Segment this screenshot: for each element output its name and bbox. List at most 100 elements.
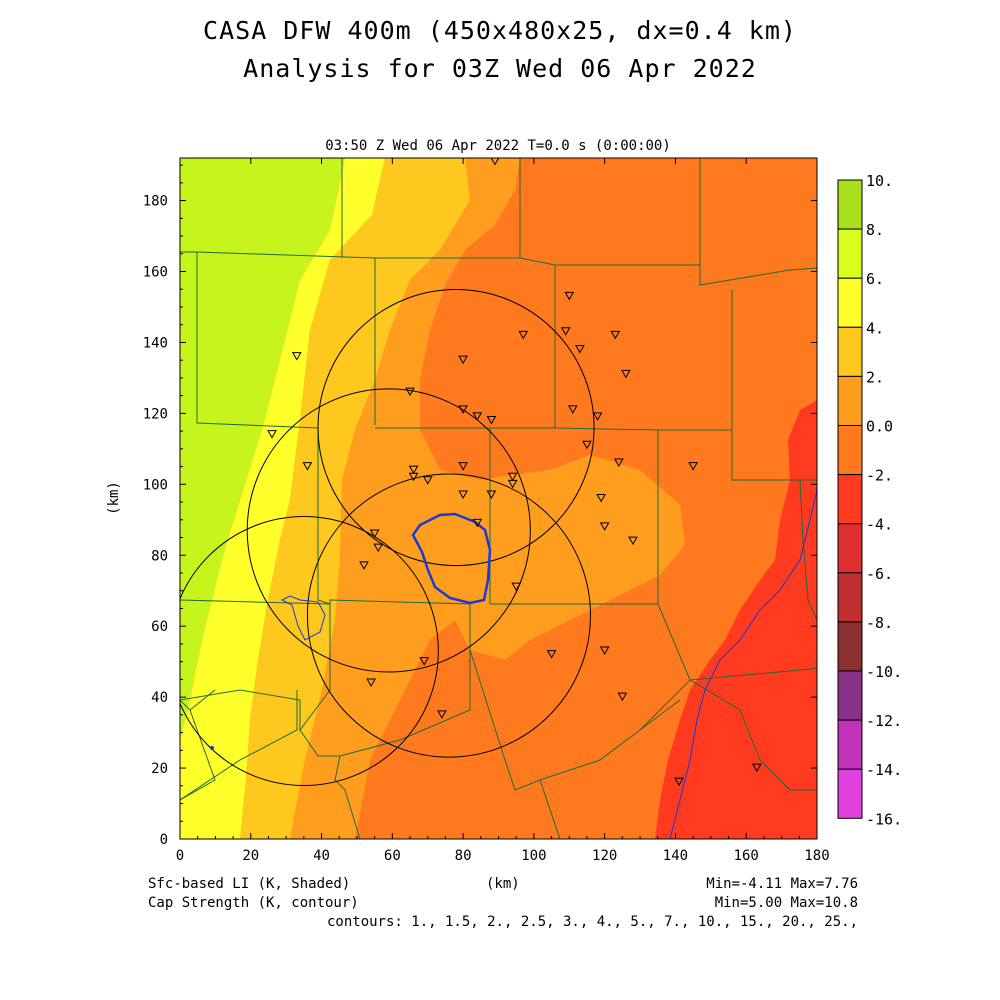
station-marker xyxy=(458,405,468,414)
colorbar-label: -8. xyxy=(866,614,893,632)
station-marker xyxy=(688,462,699,471)
station-marker xyxy=(373,543,384,553)
radar-ring-2 xyxy=(246,388,531,673)
y-tick-label: 60 xyxy=(151,619,168,635)
station-marker xyxy=(408,472,419,482)
y-tick-label: 180 xyxy=(143,194,168,210)
y-tick-label: 120 xyxy=(143,406,168,422)
x-tick-label: 40 xyxy=(313,848,330,864)
x-tick-label: 20 xyxy=(242,848,259,864)
station-marker xyxy=(567,405,578,414)
chart-title: CASA DFW 400m (450x480x25, dx=0.4 km) xyxy=(203,16,797,45)
station-marker xyxy=(511,582,522,592)
station-marker xyxy=(599,646,610,656)
colorbar-label: 4. xyxy=(866,319,884,337)
river-east xyxy=(669,489,817,839)
station-marker xyxy=(592,412,603,421)
x-tick-label: 180 xyxy=(804,848,829,864)
station-marker xyxy=(369,529,380,538)
station-marker xyxy=(674,777,684,787)
colorbar-label: -12. xyxy=(866,712,902,730)
colorbar-label: 8. xyxy=(866,221,884,239)
shaded-variable-label: Sfc-based LI (K, Shaded) xyxy=(148,876,351,892)
station-marker xyxy=(458,355,468,365)
colorbar-label: -2. xyxy=(866,467,893,485)
contour-levels: contours: 1., 1.5, 2., 2.5, 3., 4., 5., … xyxy=(326,914,858,930)
x-tick-label: 60 xyxy=(384,848,401,864)
li-band-6-8 xyxy=(180,158,345,740)
lake-west xyxy=(280,595,326,641)
li-band-2-4 xyxy=(240,158,470,839)
station-marker xyxy=(518,330,529,340)
county-boundaries xyxy=(180,158,817,839)
x-tick-label: 140 xyxy=(663,848,688,864)
colorbar: 10. 8. 6. 4. 2. 0.0 -2. -4. -6. -8. -10. -12. -14. -1… xyxy=(837,172,902,828)
station-marker xyxy=(610,330,621,340)
station-marker xyxy=(621,369,631,379)
colorbar-swatch xyxy=(837,179,863,230)
station-marker xyxy=(564,291,575,301)
station-marker xyxy=(546,650,557,659)
station-marker xyxy=(366,678,376,687)
colorbar-swatch xyxy=(837,719,863,770)
y-tick-label: 100 xyxy=(143,477,168,493)
x-tick-label: 160 xyxy=(734,848,759,864)
colorbar-label: 10. xyxy=(866,172,893,190)
station-marker xyxy=(599,522,610,531)
y-tick-label: 80 xyxy=(151,548,168,564)
station-marker xyxy=(486,490,497,499)
station-marker xyxy=(486,415,497,425)
station-marker xyxy=(422,476,433,485)
station-markers xyxy=(267,158,762,787)
shaded-field xyxy=(180,158,817,839)
station-marker xyxy=(405,387,415,397)
station-marker xyxy=(408,465,419,475)
colorbar-swatch xyxy=(837,228,863,279)
colorbar-swatch xyxy=(837,375,863,426)
radar-ring-1 xyxy=(317,289,595,567)
station-marker xyxy=(302,462,313,471)
station-marker xyxy=(560,327,571,336)
station-marker xyxy=(267,430,277,439)
station-marker xyxy=(575,345,585,354)
colorbar-swatch xyxy=(837,670,863,721)
colorbar-swatch xyxy=(837,768,863,819)
colorbar-swatch xyxy=(837,572,863,623)
colorbar-swatch xyxy=(837,523,863,574)
colorbar-swatch xyxy=(837,621,863,672)
x-tick-label: 0 xyxy=(176,848,184,864)
colorbar-label: -16. xyxy=(866,810,902,828)
x-tick-label: 120 xyxy=(592,848,617,864)
station-marker xyxy=(582,440,592,450)
x-axis: 0 20 40 60 80 100 120 140 160 180 xyxy=(176,158,830,864)
y-tick-label: 140 xyxy=(143,335,168,351)
station-marker xyxy=(458,462,468,471)
colorbar-swatch xyxy=(837,474,863,525)
shaded-min-max: Min=-4.11 Max=7.76 xyxy=(706,876,858,892)
y-tick-label: 160 xyxy=(143,265,168,281)
y-tick-label: 40 xyxy=(151,690,168,706)
station-marker xyxy=(458,490,468,499)
colorbar-swatch xyxy=(837,425,863,476)
station-marker xyxy=(507,472,518,482)
station-marker xyxy=(613,458,624,468)
radar-rings xyxy=(180,289,595,786)
y-axis: 0 20 40 60 80 100 120 140 160 180 xyxy=(143,164,817,848)
x-tick-label: 80 xyxy=(455,848,472,864)
x-tick-label: 100 xyxy=(521,848,546,864)
colorbar-label: -6. xyxy=(866,565,893,583)
cap-strength-contour xyxy=(411,512,492,605)
contour-variable-label: Cap Strength (K, contour) xyxy=(148,895,359,911)
radar-ring-3 xyxy=(180,516,439,786)
y-tick-label: 0 xyxy=(160,832,168,848)
colorbar-label: 0.0 xyxy=(866,418,893,436)
station-marker xyxy=(291,352,302,361)
station-marker xyxy=(507,479,518,489)
station-marker xyxy=(437,710,447,719)
li-band-4-6 xyxy=(180,158,385,839)
contour-min-max: Min=5.00 Max=10.8 xyxy=(714,895,858,911)
station-marker xyxy=(751,763,762,773)
cap-strength-dot xyxy=(210,746,214,750)
x-axis-label: (km) xyxy=(486,876,520,892)
